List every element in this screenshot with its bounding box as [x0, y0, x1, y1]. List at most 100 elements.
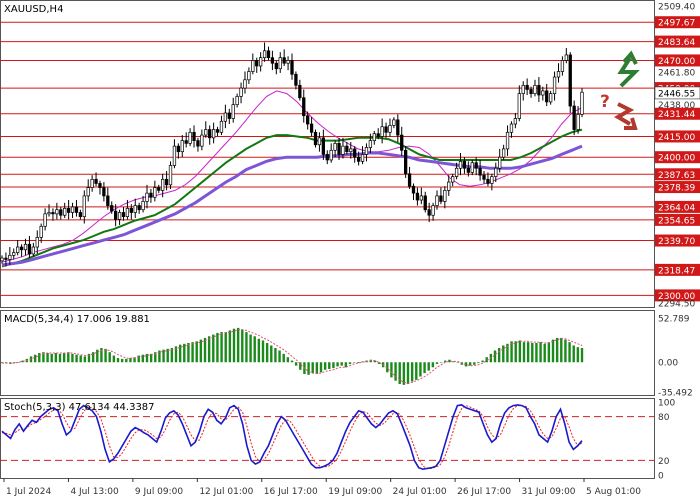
candle-body: [231, 104, 235, 119]
stoch-d-line: [1, 405, 583, 469]
macd-bar: [560, 337, 563, 363]
candle-body: [490, 176, 494, 184]
macd-signal-line: [2, 329, 583, 384]
macd-bar: [116, 358, 120, 363]
macd-bar: [187, 342, 190, 363]
macd-bar: [104, 348, 107, 363]
candle-body: [494, 167, 498, 177]
candle-body: [431, 205, 435, 216]
candle-body: [505, 131, 510, 150]
candle-body: [19, 246, 24, 251]
macd-bar: [46, 353, 49, 363]
candle-body: [51, 212, 55, 215]
macd-bar: [87, 353, 91, 363]
level-label-box: [655, 200, 700, 213]
macd-bar: [477, 362, 480, 364]
level-label-box: [655, 107, 700, 120]
macd-bar: [323, 362, 327, 370]
level-label: 2497.67: [658, 19, 695, 29]
macd-bar: [220, 332, 223, 363]
time-axis: 1 Jul 2024 4 Jul 13:00 9 Jul 09:00 12 Jul 0…: [3, 478, 641, 497]
candle-body: [0, 257, 4, 262]
candle-body: [545, 90, 549, 103]
candle-body: [321, 137, 326, 155]
macd-bar: [21, 360, 24, 363]
candle-body: [309, 123, 314, 133]
macd-bar: [112, 355, 116, 363]
macd-bar: [514, 341, 517, 363]
candle-body: [255, 60, 259, 67]
candle-body: [517, 93, 521, 119]
candle-body: [302, 97, 306, 117]
candle-body: [35, 237, 39, 248]
level-label: 2354.65: [658, 216, 695, 226]
macd-bar: [183, 343, 186, 363]
stoch-indicator: 100 80 20 0: [0, 399, 675, 482]
candle-body: [360, 154, 365, 162]
moving-averages: [1, 90, 583, 268]
macd-bar: [311, 362, 314, 374]
candle-body: [388, 125, 392, 133]
candle-body: [31, 246, 36, 255]
candle-body: [282, 57, 286, 64]
macd-bar: [526, 342, 530, 363]
macd-bar: [402, 362, 406, 385]
price-levels: [0, 21, 654, 296]
candle-body: [364, 147, 369, 155]
macd-bar: [137, 355, 140, 363]
macd-bar: [518, 340, 522, 363]
down-arrow-icon: [614, 102, 638, 130]
candle-body: [274, 62, 278, 70]
candle-body: [384, 126, 388, 133]
macd-bar: [249, 334, 252, 363]
macd-bar: [435, 362, 439, 364]
macd-bar: [278, 350, 281, 363]
macd-bar: [216, 332, 219, 363]
macd-bar: [108, 352, 111, 363]
level-label-box: [655, 234, 700, 247]
macd-bar: [468, 362, 472, 366]
macd-bar: [125, 358, 128, 363]
macd-bar: [241, 329, 244, 363]
candle-body: [329, 149, 333, 161]
macd-bar: [539, 342, 542, 363]
candle-body: [39, 225, 43, 238]
macd-bar: [158, 350, 161, 363]
candle-body: [153, 187, 157, 198]
candle-body: [380, 126, 384, 137]
candle-body: [349, 148, 353, 153]
macd-bar: [299, 362, 302, 370]
macd-bar: [129, 358, 132, 363]
macd-bar: [67, 352, 70, 363]
stoch-tick-label: 80: [658, 413, 670, 423]
level-label: 2339.70: [658, 237, 695, 247]
candle-body: [541, 90, 545, 96]
macd-bar: [286, 357, 290, 363]
macd-bar: [294, 362, 298, 366]
current-price-label: 2446.55: [658, 89, 695, 99]
candle-body: [12, 252, 16, 256]
candle-body: [353, 148, 357, 158]
candle-body: [482, 174, 486, 180]
price-axis: 2497.672483.642470.002450.002431.442415.…: [654, 3, 700, 310]
level-label: 2415.00: [658, 133, 695, 143]
macd-bar: [427, 362, 430, 371]
macd-bar: [448, 359, 451, 363]
candle-body: [560, 60, 565, 72]
macd-bar: [551, 339, 555, 363]
macd-bar: [195, 341, 198, 363]
candle-body: [184, 140, 188, 144]
time-tick-label: 19 Jul 09:00: [328, 487, 382, 497]
candle-body: [564, 54, 568, 61]
level-label-box: [655, 130, 700, 143]
macd-bar: [568, 342, 571, 363]
level-label-box: [655, 289, 700, 302]
macd-bar: [91, 352, 95, 363]
candle-body: [290, 60, 294, 75]
candle-body: [317, 137, 322, 146]
macd-bar: [481, 360, 484, 363]
candle-body: [466, 167, 471, 173]
macd-bar: [257, 338, 261, 363]
candle-body: [525, 84, 529, 90]
candle-body: [376, 133, 380, 137]
